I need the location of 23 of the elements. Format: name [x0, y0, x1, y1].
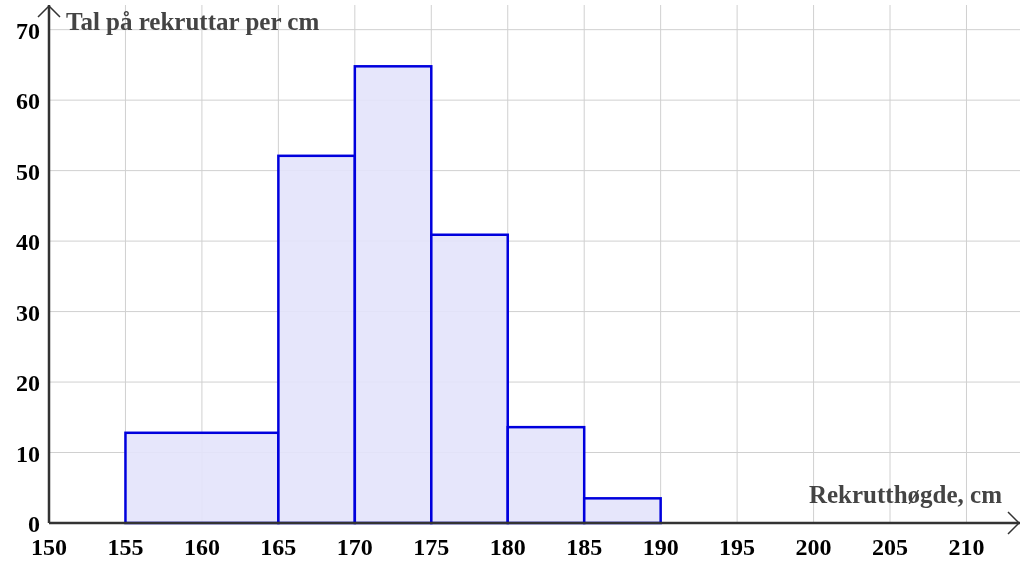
x-tick-label: 160 — [183, 534, 220, 560]
x-tick-label: 210 — [948, 534, 985, 560]
y-tick-label: 0 — [28, 511, 40, 537]
y-tick-label: 30 — [16, 299, 40, 326]
y-tick-label: 50 — [16, 158, 40, 185]
y-tick-label: 60 — [16, 88, 40, 115]
x-tick-label: 190 — [642, 534, 679, 560]
x-tick-label: 150 — [31, 534, 67, 560]
x-tick-label: 200 — [795, 534, 832, 560]
y-tick-label: 20 — [16, 370, 40, 397]
x-tick-label: 155 — [107, 534, 144, 560]
y-tick-label: 10 — [16, 440, 40, 467]
y-tick-label: 70 — [16, 17, 40, 44]
x-tick-label: 180 — [489, 534, 526, 560]
x-tick-label: 175 — [413, 534, 450, 560]
y-tick-label: 40 — [16, 229, 40, 256]
x-axis-title: Rekrutthøgde, cm — [808, 481, 1003, 508]
y-axis-title: Tal på rekruttar per cm — [66, 8, 320, 35]
x-tick-label: 185 — [566, 534, 603, 560]
x-tick-label: 195 — [719, 534, 756, 560]
x-tick-label: 165 — [260, 534, 297, 560]
x-tick-label: 170 — [336, 534, 373, 560]
x-tick-label: 205 — [872, 534, 909, 560]
